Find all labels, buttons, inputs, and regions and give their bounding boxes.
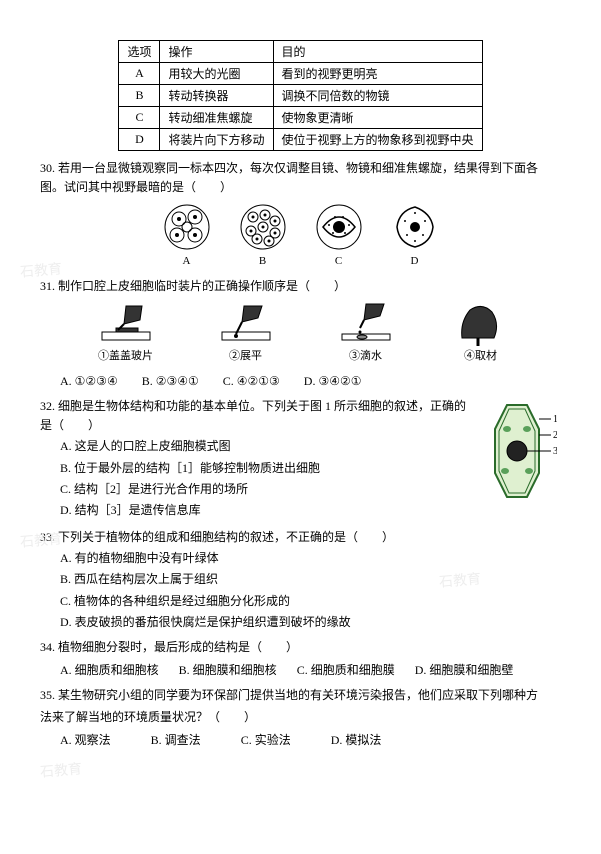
table-row: D 将装片向下方移动 使位于视野上方的物象移到视野中央	[119, 129, 482, 151]
q35-options: A. 观察法 B. 调查法 C. 实验法 D. 模拟法	[60, 731, 561, 750]
cell: A	[119, 63, 160, 85]
q31-step-label-3: ③滴水	[349, 348, 382, 366]
q30-label-c: C	[335, 253, 342, 271]
q31-step-label-2: ②展平	[229, 348, 262, 366]
cell: 转动细准焦螺旋	[160, 107, 273, 129]
q30-img-d: D	[391, 203, 439, 271]
cell: 转动转换器	[160, 85, 273, 107]
question-34: 34. 植物细胞分裂时，最后形成的结构是（ ） A. 细胞质和细胞核 B. 细胞…	[40, 638, 561, 680]
q33-opt-c: C. 植物体的各种组织是经过细胞分化形成的	[60, 592, 561, 611]
q31-step-label-1: ①盖盖玻片	[98, 348, 153, 366]
cell: 调换不同倍数的物镜	[273, 85, 482, 107]
table-row: C 转动细准焦螺旋 使物象更清晰	[119, 107, 482, 129]
q31-opt-a: A. ①②③④	[60, 372, 118, 391]
question-33: 33. 下列关于植物体的组成和细胞结构的叙述，不正确的是（ ） A. 有的植物细…	[40, 528, 561, 632]
plant-cell-icon: 1 2 3	[477, 401, 557, 501]
th-option: 选项	[119, 41, 160, 63]
q31-opt-d: D. ③④②①	[304, 372, 362, 391]
q31-opt-b: B. ②③④①	[142, 372, 199, 391]
q31-step-3: ③滴水	[336, 302, 396, 366]
q33-opt-a: A. 有的植物细胞中没有叶绿体	[60, 549, 561, 568]
q34-opt-a: A. 细胞质和细胞核	[60, 661, 159, 680]
q30-label-b: B	[259, 253, 266, 271]
watermark: 石教育	[39, 758, 83, 782]
q33-options: A. 有的植物细胞中没有叶绿体 B. 西瓜在结构层次上属于组织 C. 植物体的各…	[60, 549, 561, 632]
q35-opt-a: A. 观察法	[60, 731, 111, 750]
q31-step-label-4: ④取材	[464, 348, 497, 366]
q31-opt-c: C. ④②①③	[223, 372, 280, 391]
th-operation: 操作	[160, 41, 273, 63]
q34-options: A. 细胞质和细胞核 B. 细胞膜和细胞核 C. 细胞质和细胞膜 D. 细胞膜和…	[60, 661, 561, 680]
q30-label-a: A	[183, 253, 191, 271]
microscope-view-icon	[163, 203, 211, 251]
q30-label-d: D	[411, 253, 419, 271]
cell: D	[119, 129, 160, 151]
q30-img-a: A	[163, 203, 211, 271]
q35-text2: 法来了解当地的环境质量状况？（ ）	[40, 708, 561, 727]
q31-step-1: ①盖盖玻片	[96, 302, 156, 366]
cell-diagram: 1 2 3	[477, 401, 557, 507]
q31-text: 31. 制作口腔上皮细胞临时装片的正确操作顺序是（ ）	[40, 277, 561, 296]
q31-step-2: ②展平	[216, 302, 276, 366]
q33-text: 33. 下列关于植物体的组成和细胞结构的叙述，不正确的是（ ）	[40, 528, 561, 547]
q30-images: A B	[40, 203, 561, 271]
microscope-view-icon	[239, 203, 287, 251]
q31-options: A. ①②③④ B. ②③④① C. ④②①③ D. ③④②①	[60, 372, 561, 391]
cover-slip-icon	[96, 302, 156, 346]
q30-img-c: C	[315, 203, 363, 271]
q34-opt-c: C. 细胞质和细胞膜	[297, 661, 395, 680]
microscope-view-icon	[315, 203, 363, 251]
q35-text1: 35. 某生物研究小组的同学要为环保部门提供当地的有关环境污染报告，他们应采取下…	[40, 686, 561, 705]
table-row: A 用较大的光圈 看到的视野更明亮	[119, 63, 482, 85]
q31-step-4: ④取材	[456, 302, 506, 366]
question-30: 30. 若用一台显微镜观察同一标本四次，每次仅调整目镜、物镜和细准焦螺旋，结果得…	[40, 159, 561, 271]
q34-text: 34. 植物细胞分裂时，最后形成的结构是（ ）	[40, 638, 561, 657]
cell: 看到的视野更明亮	[273, 63, 482, 85]
cell: 用较大的光圈	[160, 63, 273, 85]
cell: 使物象更清晰	[273, 107, 482, 129]
q31-images: ①盖盖玻片 ②展平 ③滴水	[40, 302, 561, 366]
cell: 使位于视野上方的物象移到视野中央	[273, 129, 482, 151]
q33-opt-b: B. 西瓜在结构层次上属于组织	[60, 570, 561, 589]
cell-label-3: 3	[553, 446, 557, 457]
q35-opt-b: B. 调查法	[151, 731, 201, 750]
q30-text: 30. 若用一台显微镜观察同一标本四次，每次仅调整目镜、物镜和细准焦螺旋，结果得…	[40, 159, 561, 197]
q34-opt-b: B. 细胞膜和细胞核	[179, 661, 277, 680]
cell: 将装片向下方移动	[160, 129, 273, 151]
cell-label-1: 1	[553, 414, 557, 425]
question-31: 31. 制作口腔上皮细胞临时装片的正确操作顺序是（ ） ①盖盖玻片	[40, 277, 561, 391]
options-table: 选项 操作 目的 A 用较大的光圈 看到的视野更明亮 B 转动转换器 调换不同倍…	[118, 40, 482, 151]
th-purpose: 目的	[273, 41, 482, 63]
cell-label-2: 2	[553, 430, 557, 441]
cell: C	[119, 107, 160, 129]
drop-water-icon	[336, 302, 396, 346]
exam-page: 石教育 石教育 石教育 石教育 选项 操作 目的 A 用较大的光圈 看到的视野更…	[0, 0, 601, 854]
cell: B	[119, 85, 160, 107]
q30-img-b: B	[239, 203, 287, 271]
spread-icon	[216, 302, 276, 346]
q35-opt-d: D. 模拟法	[331, 731, 382, 750]
table-row: B 转动转换器 调换不同倍数的物镜	[119, 85, 482, 107]
collect-icon	[456, 302, 506, 346]
question-35: 35. 某生物研究小组的同学要为环保部门提供当地的有关环境污染报告，他们应采取下…	[40, 686, 561, 750]
q34-opt-d: D. 细胞膜和细胞壁	[415, 661, 514, 680]
microscope-view-icon	[391, 203, 439, 251]
q35-opt-c: C. 实验法	[241, 731, 291, 750]
q33-opt-d: D. 表皮破损的番茄很快腐烂是保护组织遭到破坏的缘故	[60, 613, 561, 632]
question-32: 1 2 3 32. 细胞是生物体结构和功能的基本单位。下列关于图 1 所示细胞的…	[40, 397, 561, 522]
